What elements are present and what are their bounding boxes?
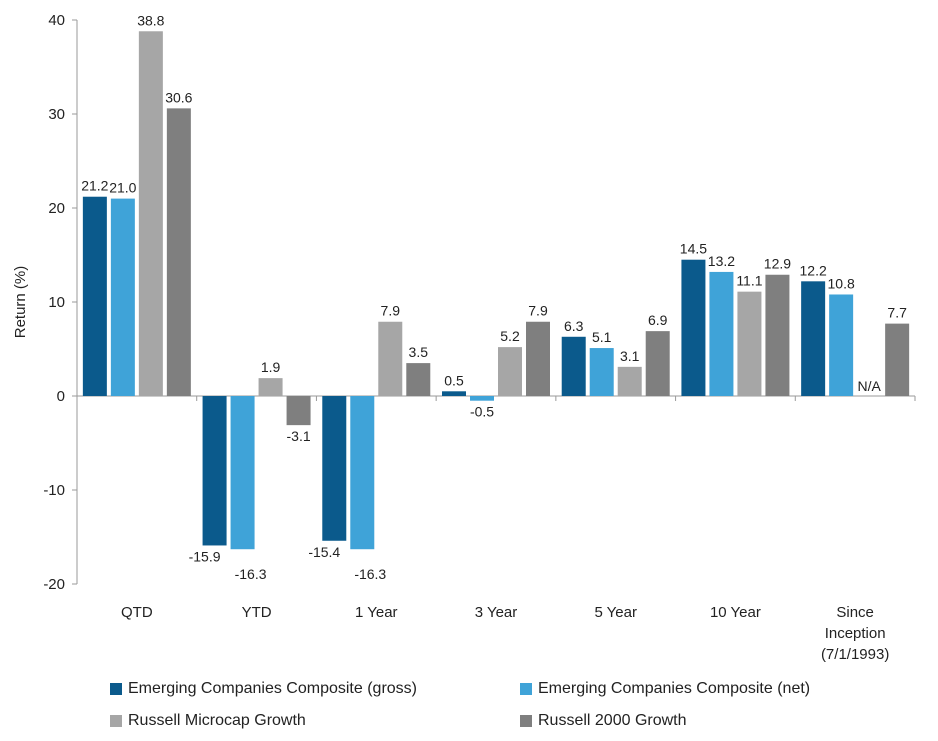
bar [442, 391, 466, 396]
data-label: 3.1 [620, 348, 640, 364]
data-label: 38.8 [137, 12, 164, 28]
data-label: 21.0 [109, 180, 136, 196]
bar [681, 259, 706, 396]
data-label: 11.1 [736, 273, 762, 289]
legend-item-microcap: Russell Microcap Growth [110, 712, 520, 730]
legend-swatch-gross [110, 683, 122, 695]
y-tick-label: 10 [48, 294, 65, 311]
x-category-label: 10 Year [710, 604, 761, 621]
x-category-label: 5 Year [594, 604, 637, 621]
bar [617, 366, 642, 396]
data-label: 7.7 [887, 305, 907, 321]
data-label: N/A [857, 378, 881, 394]
data-label: 5.2 [500, 328, 520, 344]
x-category-label: 3 Year [475, 604, 518, 621]
bar [166, 108, 191, 397]
bar [202, 396, 227, 546]
y-tick-label: -20 [43, 576, 65, 593]
y-tick-label: 30 [48, 106, 65, 123]
bar [406, 363, 431, 396]
data-label: 21.2 [81, 178, 108, 194]
bar [645, 331, 670, 396]
data-label: 7.9 [528, 303, 548, 319]
bar [526, 321, 550, 396]
data-label: 13.2 [708, 253, 735, 269]
data-label: -0.5 [470, 404, 494, 420]
x-category-label: YTD [242, 604, 272, 621]
bar [470, 396, 494, 401]
data-label: 3.5 [409, 344, 429, 360]
y-tick-label: 20 [48, 200, 65, 217]
bar [885, 323, 910, 396]
bar [230, 396, 255, 550]
x-category-label: 1 Year [355, 604, 398, 621]
y-tick-label: -10 [43, 482, 65, 499]
bar [350, 396, 375, 550]
legend-item-gross: Emerging Companies Composite (gross) [110, 680, 520, 698]
legend-label-net: Emerging Companies Composite (net) [538, 680, 811, 697]
y-axis-title: Return (%) [12, 266, 29, 339]
data-label: -16.3 [354, 566, 386, 582]
y-tick-label: 0 [57, 388, 65, 405]
x-category-label: QTD [121, 604, 153, 621]
bar [801, 281, 826, 396]
data-label: 6.3 [564, 318, 584, 334]
data-label: 1.9 [261, 359, 281, 375]
y-tick-label: 40 [48, 12, 65, 29]
bar [737, 291, 762, 396]
data-label: -15.4 [308, 544, 340, 560]
bar [82, 196, 107, 396]
bar [322, 396, 347, 541]
x-category-label: Since [836, 604, 874, 621]
data-label: 7.9 [381, 303, 401, 319]
bar [258, 378, 283, 396]
legend-label-r2000: Russell 2000 Growth [538, 712, 687, 729]
legend-swatch-net [520, 683, 532, 695]
legend-swatch-microcap [110, 715, 122, 727]
data-label: 12.9 [764, 256, 791, 272]
data-label: -3.1 [287, 428, 311, 444]
legend: Emerging Companies Composite (gross) Eme… [110, 680, 910, 730]
data-label: 12.2 [800, 262, 827, 278]
bar [561, 336, 586, 396]
data-label: -15.9 [189, 548, 221, 564]
bar [709, 271, 734, 396]
bar [378, 321, 403, 396]
data-label: 30.6 [165, 89, 192, 105]
bar [110, 198, 135, 396]
data-label: 10.8 [828, 275, 855, 291]
legend-item-r2000: Russell 2000 Growth [520, 712, 910, 730]
legend-swatch-r2000 [520, 715, 532, 727]
x-category-label: Inception [825, 625, 886, 642]
legend-item-net: Emerging Companies Composite (net) [520, 680, 910, 698]
bar [138, 31, 163, 397]
x-category-label: (7/1/1993) [821, 646, 889, 663]
data-label: 5.1 [592, 329, 612, 345]
data-label: 0.5 [444, 372, 464, 388]
bar [498, 347, 522, 396]
data-label: 14.5 [680, 241, 707, 257]
legend-label-microcap: Russell Microcap Growth [128, 712, 306, 729]
bar [765, 274, 790, 396]
bar [286, 396, 311, 426]
data-label: 6.9 [648, 312, 668, 328]
legend-label-gross: Emerging Companies Composite (gross) [128, 680, 417, 697]
bar [589, 348, 614, 396]
bar [829, 294, 854, 396]
data-label: -16.3 [235, 566, 267, 582]
